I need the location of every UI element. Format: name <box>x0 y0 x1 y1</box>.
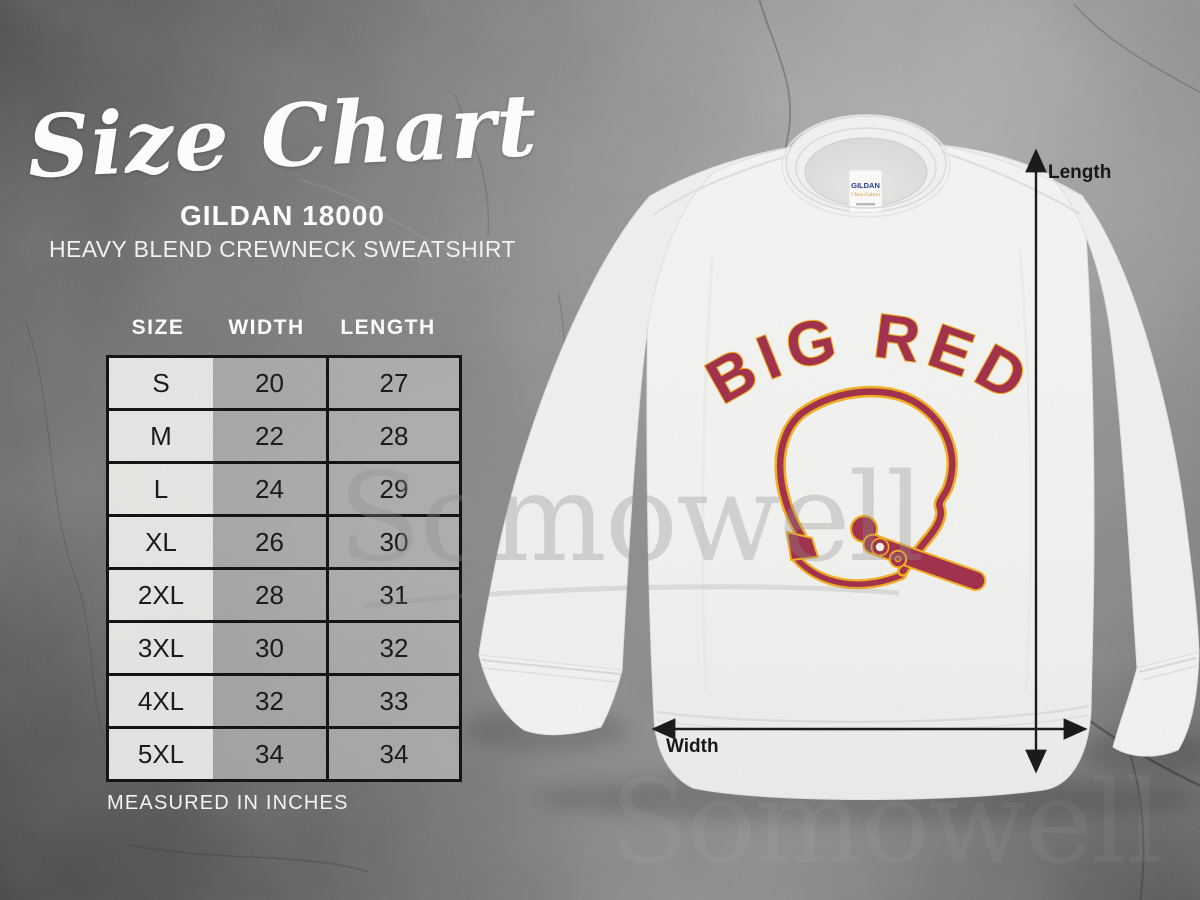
neck-label-fineprint <box>856 203 875 206</box>
sweatshirt-body <box>646 143 1095 801</box>
gildan-brand-text: GILDAN <box>851 181 880 190</box>
neck-label: GILDAN Ultra Cotton <box>848 169 883 213</box>
length-label: Length <box>1048 162 1111 183</box>
width-label: Width <box>666 736 719 757</box>
neck-label-subtext: Ultra Cotton <box>851 192 880 198</box>
collar: GILDAN Ultra Cotton <box>781 114 951 218</box>
